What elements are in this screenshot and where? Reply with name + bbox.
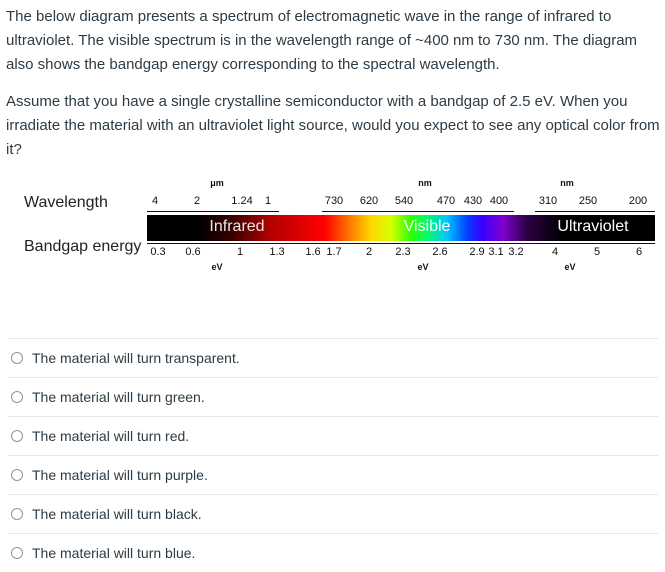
unit-nm-uv: nm: [560, 178, 574, 188]
wavelength-tick: 1.24: [231, 195, 253, 207]
energy-tick: 4: [551, 246, 559, 258]
answer-option-label: The material will turn black.: [32, 506, 202, 522]
radio-button[interactable]: [11, 469, 23, 481]
energy-tick: 1: [236, 246, 244, 258]
answer-option[interactable]: The material will turn green.: [8, 377, 658, 416]
question-paragraph-2: Assume that you have a single crystallin…: [6, 93, 660, 158]
energy-tick: 0.6: [185, 246, 201, 258]
band-ultraviolet: Ultraviolet: [557, 218, 629, 235]
answer-option-label: The material will turn transparent.: [32, 350, 240, 366]
spectrum-bar: Infrared Visible Ultraviolet: [147, 215, 655, 241]
band-infrared: Infrared: [209, 218, 265, 235]
radio-button[interactable]: [11, 391, 23, 403]
energy-tick: 6: [635, 246, 643, 258]
spectrum-diagram: Wavelength Bandgap energy μm nm nm 4 2 1…: [0, 170, 665, 280]
energy-tick: 1.3: [269, 246, 285, 258]
wavelength-tick: 470: [436, 195, 456, 207]
wavelength-tick: 730: [324, 195, 344, 207]
wavelength-tick: 2: [193, 195, 201, 207]
unit-ev-uv: eV: [564, 262, 576, 272]
energy-tick: 2.6: [432, 246, 448, 258]
answer-option-label: The material will turn red.: [32, 428, 190, 444]
energy-tick: 2: [365, 246, 373, 258]
wavelength-tick: 200: [628, 195, 648, 207]
bandgap-energy-label: Bandgap energy: [24, 238, 142, 255]
energy-tick: 1.6: [305, 246, 321, 258]
wavelength-tick: 250: [578, 195, 598, 207]
wavelength-axis-uv: [535, 211, 655, 212]
energy-tick: 1.7: [326, 246, 342, 258]
energy-axis: [147, 243, 655, 244]
energy-tick: 0.3: [150, 246, 166, 258]
wavelength-tick: 430: [463, 195, 483, 207]
wavelength-axis-um: [147, 211, 279, 212]
wavelength-label: Wavelength: [24, 194, 108, 211]
unit-ev-infrared: eV: [211, 262, 223, 272]
unit-nm-visible: nm: [418, 178, 432, 188]
energy-tick: 5: [593, 246, 601, 258]
wavelength-tick: 4: [151, 195, 159, 207]
answer-options: The material will turn transparent. The …: [0, 338, 665, 572]
unit-um: μm: [210, 178, 224, 188]
radio-button[interactable]: [11, 352, 23, 364]
answer-option-label: The material will turn green.: [32, 389, 205, 405]
radio-button[interactable]: [11, 508, 23, 520]
wavelength-tick: 400: [489, 195, 509, 207]
answer-option[interactable]: The material will turn transparent.: [8, 338, 658, 377]
wavelength-tick: 540: [394, 195, 414, 207]
radio-button[interactable]: [11, 547, 23, 559]
energy-tick: 3.1: [488, 246, 504, 258]
energy-tick: 3.2: [508, 246, 524, 258]
wavelength-tick: 620: [359, 195, 379, 207]
wavelength-tick: 1: [264, 195, 272, 207]
answer-option[interactable]: The material will turn black.: [8, 494, 658, 533]
energy-tick: 2.3: [395, 246, 411, 258]
wavelength-axis-nm: [322, 211, 514, 212]
answer-option[interactable]: The material will turn purple.: [8, 455, 658, 494]
energy-tick: 2.9: [469, 246, 485, 258]
unit-ev-visible: eV: [417, 262, 429, 272]
answer-option-label: The material will turn blue.: [32, 545, 196, 561]
question-paragraph-1: The below diagram presents a spectrum of…: [6, 8, 638, 73]
answer-option[interactable]: The material will turn red.: [8, 416, 658, 455]
band-visible: Visible: [403, 218, 451, 235]
radio-button[interactable]: [11, 430, 23, 442]
answer-option[interactable]: The material will turn blue.: [8, 533, 658, 572]
wavelength-tick: 310: [538, 195, 558, 207]
answer-option-label: The material will turn purple.: [32, 467, 208, 483]
